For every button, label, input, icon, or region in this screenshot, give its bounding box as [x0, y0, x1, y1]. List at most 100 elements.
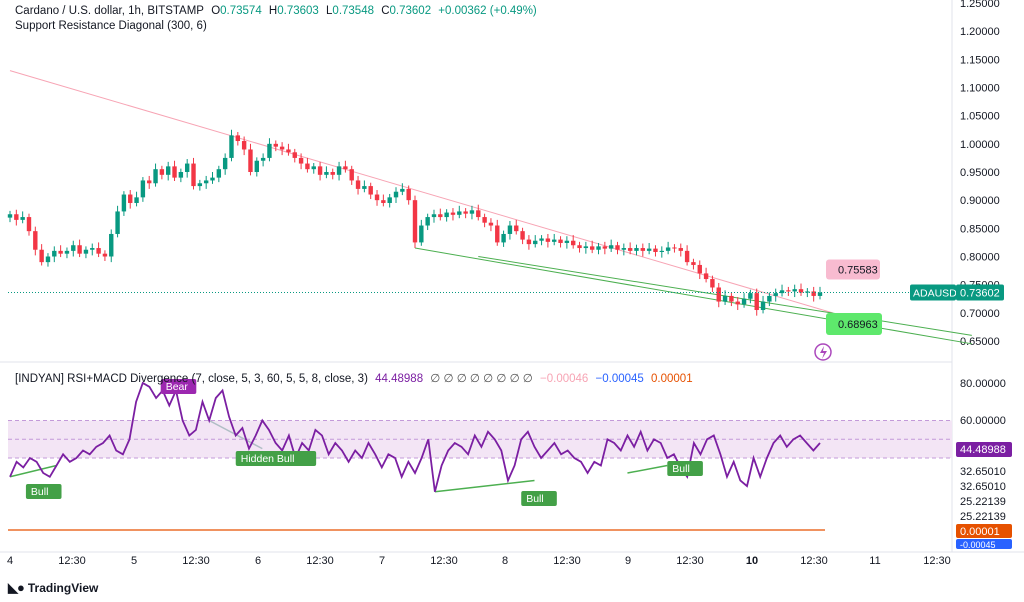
candle-body	[457, 211, 462, 215]
candle-body	[52, 250, 57, 257]
candle-body	[134, 197, 139, 203]
candle-body	[741, 298, 747, 305]
candle-body	[317, 166, 323, 175]
candle-body	[20, 217, 25, 220]
candle-body	[760, 301, 766, 311]
candle-body	[640, 248, 646, 251]
rsi-header[interactable]: [INDYAN] RSI+MACD Divergence (7, close, …	[15, 371, 697, 385]
price-axis-tick: 1.10000	[960, 83, 1000, 95]
candle-body	[811, 291, 816, 296]
macd-value-label: 0.00001	[960, 526, 1000, 538]
candle-body	[241, 141, 247, 150]
candle-body	[425, 217, 430, 226]
candle-body	[83, 249, 89, 254]
candle-body	[393, 191, 399, 198]
candle-body	[608, 245, 614, 249]
rsi-current-value-bg	[956, 442, 1012, 457]
candle-body	[589, 246, 595, 250]
candle-body	[292, 152, 297, 158]
candle-body	[482, 217, 487, 223]
time-axis-tick: 6	[255, 555, 261, 567]
time-axis-tick: 12:30	[676, 555, 704, 567]
candle-body	[703, 273, 709, 280]
time-axis-tick: 7	[379, 555, 385, 567]
candle-body	[552, 239, 557, 242]
candle-body	[558, 239, 563, 243]
candle-body	[646, 248, 652, 251]
ohlc-high: H0.73603	[268, 5, 319, 17]
candle-body	[71, 245, 76, 251]
indicator-label[interactable]: Support Resistance Diagonal (300, 6)	[15, 20, 207, 32]
candle-body	[627, 248, 633, 251]
candle-body	[343, 166, 348, 170]
candle-body	[121, 194, 127, 212]
rsi-axis-tick: 60.00000	[960, 415, 1006, 427]
candle-body	[615, 245, 620, 250]
rsi-axis-tick: 80.00000	[960, 378, 1006, 390]
candle-body	[311, 166, 316, 170]
price-axis-tick: 0.70000	[960, 308, 1000, 320]
candle-body	[7, 214, 13, 218]
candle-body	[140, 180, 146, 198]
last-price-label: 0.73602	[960, 288, 1000, 300]
candle-body	[678, 248, 683, 251]
candle-body	[324, 172, 329, 175]
price-axis-tick: 0.65000	[960, 336, 1000, 348]
candle-body	[792, 289, 797, 292]
candle-body	[45, 256, 51, 263]
bull-badge	[521, 491, 557, 506]
candle-body	[754, 293, 759, 311]
last-price-label-bg	[956, 284, 1004, 301]
candle-body	[767, 295, 772, 302]
time-axis-tick: 12:30	[553, 555, 581, 567]
time-axis-tick: 11	[869, 555, 880, 567]
candle-body	[526, 239, 532, 245]
candle-body	[463, 211, 468, 214]
time-axis-tick: 4	[7, 555, 13, 567]
candle-body	[254, 160, 259, 172]
candle-body	[159, 169, 165, 175]
candle-body	[488, 222, 494, 226]
candle-body	[564, 240, 570, 243]
candle-body	[33, 231, 38, 250]
candle-body	[203, 180, 209, 184]
candle-body	[412, 200, 418, 243]
candle-body	[602, 246, 608, 249]
candle-body	[260, 157, 266, 161]
tradingview-logo[interactable]: ◣● TradingView	[8, 580, 98, 596]
candle-body	[381, 200, 386, 203]
candle-body	[267, 143, 272, 158]
candle-body	[77, 245, 82, 254]
candle-body	[583, 246, 589, 249]
candle-body	[400, 188, 405, 192]
candle-body	[362, 186, 367, 189]
rsi-null-values: ∅ ∅ ∅ ∅ ∅ ∅ ∅ ∅	[430, 373, 533, 385]
candle-body	[722, 295, 728, 302]
candle-body	[691, 262, 696, 265]
ohlc-low: L0.73548	[326, 5, 374, 17]
candle-body	[419, 225, 424, 243]
candle-body	[349, 169, 354, 181]
candle-body	[374, 194, 380, 201]
rsi-axis-tick: 32.65010	[960, 481, 1006, 493]
candle-body	[330, 172, 335, 175]
bear-badge	[160, 379, 197, 394]
tradingview-logo-icon: ◣●	[8, 580, 25, 595]
candle-body	[147, 180, 152, 184]
rsi-indicator-name: [INDYAN] RSI+MACD Divergence (7, close, …	[15, 373, 368, 385]
price-axis-tick: 1.05000	[960, 111, 1000, 123]
time-axis-tick: 12:30	[430, 555, 458, 567]
candle-body	[222, 157, 228, 170]
macd-value-2-bg	[956, 539, 1012, 549]
candle-body	[444, 212, 449, 218]
candle-body	[539, 238, 544, 241]
candle-body	[621, 248, 627, 250]
candle-body	[665, 247, 671, 251]
resistance-value-box	[826, 259, 880, 280]
candle-body	[431, 214, 437, 218]
price-axis-tick: 1.20000	[960, 26, 1000, 38]
price-axis-tick: 1.25000	[960, 0, 1000, 10]
candle-body	[520, 231, 525, 240]
price-axis-tick: 1.15000	[960, 54, 1000, 66]
